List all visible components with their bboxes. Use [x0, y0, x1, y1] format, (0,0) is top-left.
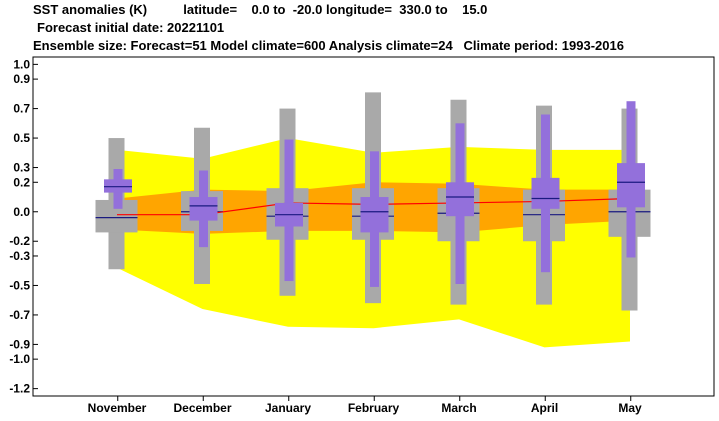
x-tick-label: February [348, 401, 400, 415]
ensemble-info-line: Ensemble size: Forecast=51 Model climate… [33, 38, 624, 53]
forecast-box [104, 179, 132, 193]
forecast-box [531, 177, 560, 209]
chart-title-line: SST anomalies (K) latitude= 0.0 to -20.0… [33, 2, 488, 17]
y-tick-label: 0.0 [13, 205, 30, 219]
y-tick-label: -1.0 [9, 352, 30, 366]
forecast-date-line: Forecast initial date: 20221101 [37, 20, 225, 35]
x-tick-label: April [531, 401, 558, 415]
y-tick-label: 0.9 [13, 72, 30, 86]
y-tick-label: -1.2 [9, 382, 30, 396]
y-tick-label: -0.5 [9, 278, 30, 292]
x-tick-label: November [88, 401, 147, 415]
y-tick-label: 0.3 [13, 161, 30, 175]
y-tick-label: -0.3 [9, 249, 30, 263]
y-tick-label: 0.5 [13, 131, 30, 145]
forecast-box [189, 197, 218, 221]
forecast-box [360, 197, 389, 233]
y-tick-label: 1.0 [13, 57, 30, 71]
forecast-box [446, 182, 474, 217]
x-tick-label: May [618, 401, 642, 415]
y-tick-label: 0.2 [13, 175, 30, 189]
forecast-box [617, 163, 645, 208]
y-tick-label: -0.2 [9, 234, 30, 248]
y-tick-label: 0.7 [13, 102, 30, 116]
x-tick-label: March [441, 401, 476, 415]
y-tick-label: -0.7 [9, 308, 30, 322]
x-tick-label: January [265, 401, 311, 415]
x-tick-label: December [173, 401, 231, 415]
y-tick-label: -0.9 [9, 337, 30, 351]
plot-frame [32, 56, 715, 397]
